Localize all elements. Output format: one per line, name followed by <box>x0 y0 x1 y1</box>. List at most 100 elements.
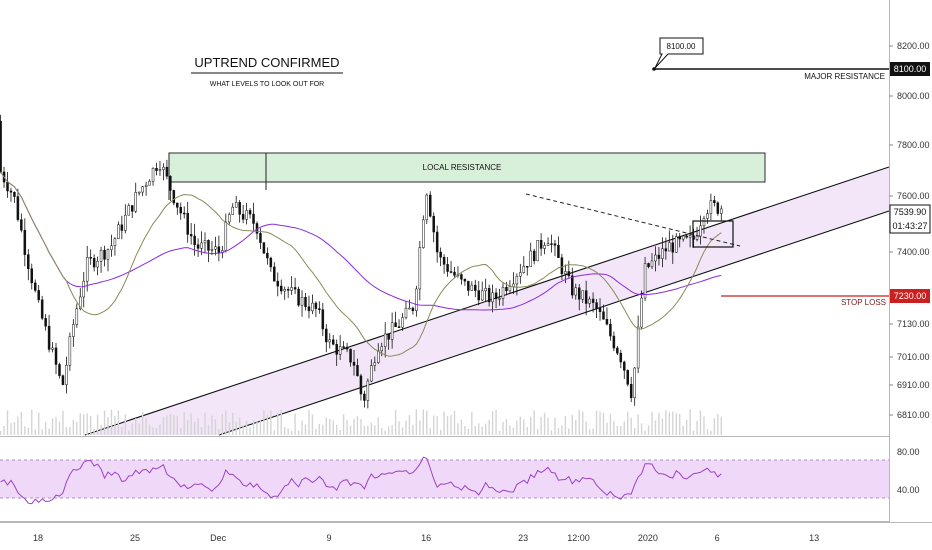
volume-bar <box>322 424 324 435</box>
volume-bar <box>474 426 476 435</box>
volume-bar <box>536 429 539 435</box>
candle-body <box>453 271 456 276</box>
candle-body <box>536 240 539 262</box>
volume-bar <box>148 424 151 435</box>
candle-body <box>217 246 221 253</box>
candle-body <box>127 205 131 216</box>
candle-body <box>449 271 453 273</box>
candle-body <box>681 235 685 240</box>
volume-bar <box>284 427 286 435</box>
candle-body <box>491 292 494 303</box>
volume-bar <box>592 428 594 435</box>
volume-bar <box>578 410 580 435</box>
candle-body <box>262 242 266 254</box>
volume-bar <box>207 424 210 435</box>
channel-upper-line[interactable] <box>84 166 890 436</box>
rsi-tick-label: 40.00 <box>897 485 920 495</box>
volume-bar <box>415 409 418 435</box>
candle-body <box>671 242 675 253</box>
candle-body <box>512 283 515 287</box>
major-resistance-price-tag: 8100.00 <box>890 62 930 76</box>
candle-body <box>290 287 293 291</box>
candle-body <box>435 231 439 253</box>
candle-body <box>390 322 394 340</box>
candle-body <box>612 335 616 349</box>
candle-body <box>40 299 44 319</box>
volume-bar <box>585 421 587 435</box>
candle-body <box>252 213 255 224</box>
candle-body <box>539 240 543 249</box>
countdown-text: 01:43:27 <box>892 221 927 231</box>
candle-body <box>148 180 151 186</box>
volume-bar <box>277 412 279 435</box>
candle-body <box>92 257 96 268</box>
volume-bar <box>290 430 293 435</box>
volume-bar <box>193 421 196 435</box>
volume-bar <box>329 419 331 435</box>
price-axis[interactable]: 8200.00 8000.00 7800.00 7600.00 7400.00 7130.… <box>889 41 930 420</box>
candle-body <box>51 347 54 350</box>
candle-body <box>668 242 671 252</box>
volume-bar <box>17 416 19 435</box>
candle-body <box>328 339 332 343</box>
candle-body <box>487 288 491 303</box>
candle-body <box>643 263 647 299</box>
candle-body <box>470 284 474 291</box>
candle-body <box>331 339 335 345</box>
chart-title: UPTREND CONFIRMED <box>194 55 339 70</box>
candle-body <box>179 207 183 214</box>
volume-bar <box>159 424 161 435</box>
candle-body <box>695 235 699 240</box>
candle-body <box>661 248 664 259</box>
time-axis[interactable]: 18 25 Dec 9 16 23 12:00 2020 6 13 <box>33 533 819 543</box>
candle-body <box>654 254 657 262</box>
candle-body <box>314 302 318 309</box>
dashed-downtrend-line[interactable] <box>525 193 741 247</box>
volume-bar <box>360 419 362 435</box>
volume-bar <box>422 409 425 435</box>
candle-body <box>13 192 16 197</box>
candle-body <box>300 297 304 306</box>
volume-bar <box>308 410 310 435</box>
volume-bar <box>581 411 584 435</box>
price-callout[interactable]: 8100.00 <box>654 37 704 69</box>
price-tick-label: 7010.00 <box>897 352 930 362</box>
candle-body <box>404 307 408 318</box>
volume-bar <box>6 410 9 435</box>
ma-slow-line <box>0 171 722 311</box>
time-tick-label: 12:00 <box>567 533 590 543</box>
candle-body <box>377 350 380 363</box>
volume-bar <box>713 418 716 435</box>
volume-bar <box>668 412 671 435</box>
candle-body <box>477 290 480 301</box>
candle-body <box>356 365 359 377</box>
candle-body <box>30 268 34 284</box>
candle-body <box>325 328 328 343</box>
candle-body <box>553 243 557 246</box>
volume-bar <box>325 417 327 435</box>
breakout-box[interactable] <box>692 220 734 248</box>
candle-body <box>172 190 176 204</box>
rsi-axis[interactable]: 80.00 40.00 <box>897 447 920 495</box>
candle-body <box>273 266 276 282</box>
volume-bar <box>453 410 456 435</box>
candle-body <box>16 196 20 220</box>
channel-lower-line[interactable] <box>218 210 890 436</box>
rsi-band <box>0 460 889 498</box>
candle-body <box>574 287 578 296</box>
candle-body <box>664 248 668 252</box>
candle-body <box>702 218 706 227</box>
volume-bar <box>93 428 95 435</box>
volume-bar <box>637 414 639 435</box>
volume-bar <box>273 430 276 435</box>
volume-bar <box>152 427 154 435</box>
price-tick-label: 7130.00 <box>897 319 930 329</box>
volume-bar <box>96 414 99 435</box>
rsi-line <box>0 456 722 505</box>
candle-body <box>418 247 422 290</box>
volume-bar <box>633 427 636 435</box>
volume-bar <box>297 430 300 435</box>
volume-bar <box>595 410 598 435</box>
volume-bar <box>218 428 220 435</box>
